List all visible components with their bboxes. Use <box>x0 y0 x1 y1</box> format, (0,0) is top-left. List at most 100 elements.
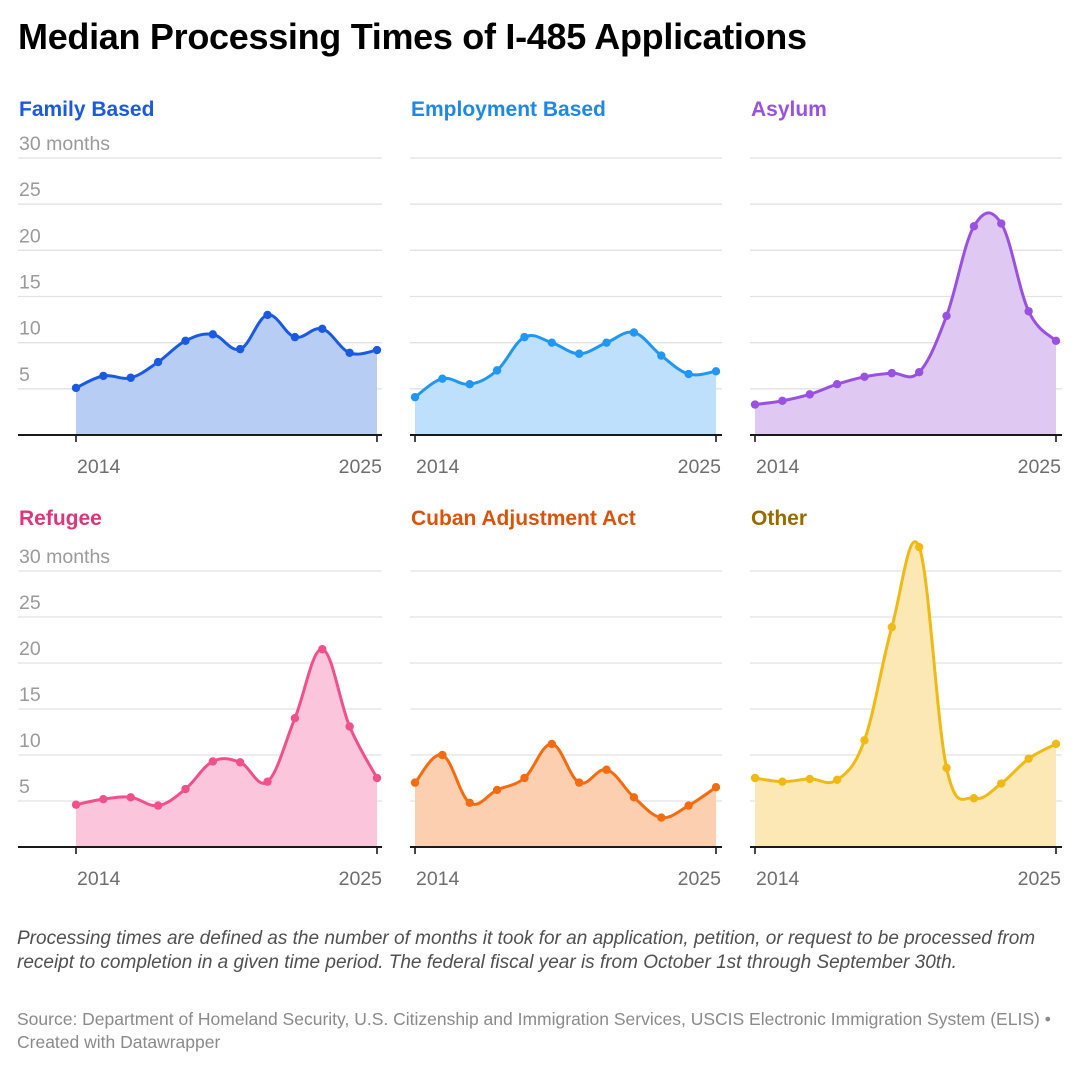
data-point <box>318 645 327 654</box>
data-point <box>438 750 447 760</box>
data-point <box>465 380 474 389</box>
data-point <box>805 390 814 399</box>
area-asylum <box>755 212 1056 435</box>
x-tick-label: 2014 <box>756 456 800 478</box>
y-tick-label: 20 <box>19 225 41 247</box>
x-tick-label: 2014 <box>756 868 800 890</box>
data-point <box>372 345 382 355</box>
data-point <box>750 400 760 409</box>
y-tick-label: 15 <box>19 272 41 294</box>
data-point <box>181 336 190 346</box>
data-point <box>887 368 897 378</box>
panel-title-cuban-adjustment-act: Cuban Adjustment Act <box>411 507 636 530</box>
x-tick-label: 2014 <box>77 868 121 890</box>
data-point <box>208 330 218 339</box>
panel-other: Other 2014 2025 <box>750 507 1062 890</box>
area-cuban-adjustment-act <box>415 743 716 847</box>
data-point <box>942 763 951 773</box>
x-tick-label: 2025 <box>1018 456 1062 478</box>
x-tick-label: 2014 <box>416 868 460 890</box>
x-tick-label: 2014 <box>77 456 121 478</box>
panel-title-other: Other <box>751 507 807 530</box>
y-tick-label: 30 months <box>19 546 110 568</box>
data-point <box>832 775 842 785</box>
panel-title-refugee: Refugee <box>19 507 102 530</box>
data-point <box>492 785 502 795</box>
data-point <box>547 739 557 749</box>
panel-title-employment-based: Employment Based <box>411 98 606 121</box>
data-point <box>153 357 163 367</box>
data-point <box>860 736 869 745</box>
data-point <box>969 794 979 803</box>
chart-source: Source: Department of Homeland Security,… <box>17 1009 1051 1052</box>
data-point <box>1024 754 1033 763</box>
data-point <box>629 328 639 337</box>
data-point <box>345 722 354 731</box>
x-tick-label: 2025 <box>1018 868 1062 890</box>
chart-notes: Processing times are defined as the numb… <box>17 928 1036 973</box>
data-point <box>153 801 163 810</box>
data-point <box>99 794 108 804</box>
y-tick-label: 10 <box>19 730 41 752</box>
y-tick-label: 20 <box>19 638 41 660</box>
data-point <box>832 380 842 389</box>
data-point <box>805 774 814 784</box>
data-point <box>629 793 639 802</box>
data-point <box>465 798 474 808</box>
area-refugee <box>76 649 377 847</box>
y-tick-label: 15 <box>19 684 41 706</box>
data-point <box>657 813 666 822</box>
data-point <box>574 349 584 358</box>
data-point <box>684 801 693 810</box>
x-tick-label: 2014 <box>416 456 460 478</box>
data-point <box>99 371 108 381</box>
data-point <box>711 783 721 792</box>
data-point <box>126 373 135 382</box>
x-tick-label: 2025 <box>678 456 722 478</box>
data-point <box>438 374 447 383</box>
data-point <box>520 773 529 783</box>
x-tick-label: 2025 <box>339 456 383 478</box>
y-tick-label: 25 <box>19 179 41 201</box>
data-point <box>602 338 611 347</box>
data-point <box>684 369 693 379</box>
data-point <box>290 332 300 342</box>
data-point <box>71 800 81 809</box>
data-point <box>181 784 190 794</box>
data-point <box>1051 336 1061 346</box>
data-point <box>410 392 420 402</box>
data-point <box>574 778 584 787</box>
chart-title: Median Processing Times of I-485 Applica… <box>18 16 807 57</box>
data-point <box>318 324 327 334</box>
data-point <box>263 310 272 320</box>
area-employment-based <box>415 332 716 435</box>
y-tick-label: 5 <box>19 364 30 386</box>
data-point <box>71 383 81 393</box>
panel-cuban-adjustment-act: Cuban Adjustment Act 2014 2025 <box>410 507 722 890</box>
data-point <box>997 219 1006 228</box>
data-point <box>547 338 557 347</box>
data-point <box>208 757 218 766</box>
x-tick-label: 2025 <box>678 868 722 890</box>
panel-title-asylum: Asylum <box>751 98 827 121</box>
area-family-based <box>76 314 377 435</box>
data-point <box>520 332 529 342</box>
data-point <box>602 765 611 774</box>
data-point <box>492 366 502 375</box>
data-point <box>235 344 245 354</box>
data-point <box>860 372 869 382</box>
y-tick-label: 10 <box>19 318 41 340</box>
data-point <box>969 222 979 231</box>
area-other <box>755 541 1056 847</box>
data-point <box>372 773 382 783</box>
y-tick-label: 5 <box>19 776 30 798</box>
data-point <box>410 778 420 787</box>
x-tick-label: 2025 <box>339 868 383 890</box>
data-point <box>914 368 924 377</box>
panel-employment-based: Employment Based 2014 2025 <box>410 98 722 478</box>
data-point <box>750 773 760 783</box>
data-point <box>887 622 897 632</box>
data-point <box>1024 307 1033 316</box>
